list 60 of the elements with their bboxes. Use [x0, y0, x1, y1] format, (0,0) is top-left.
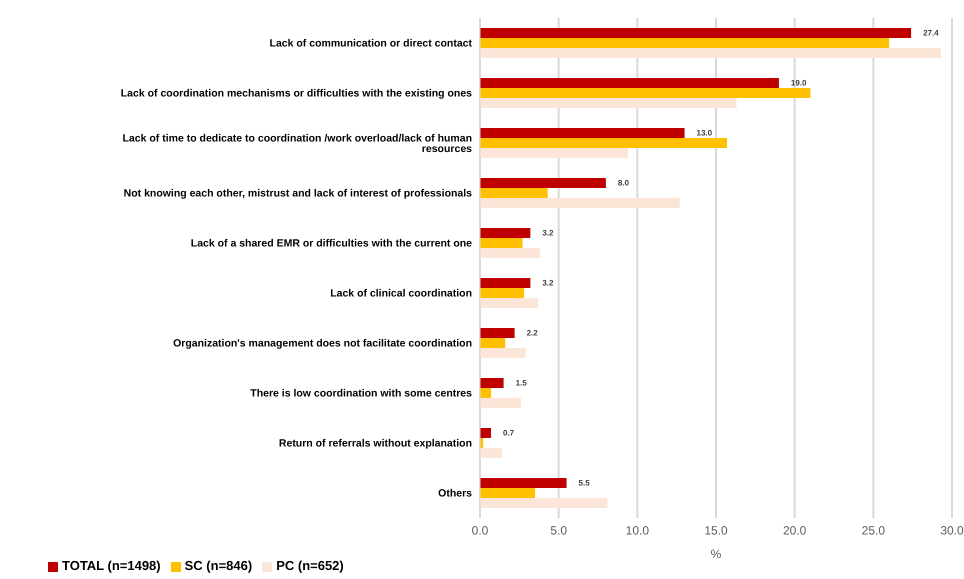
bar — [480, 288, 524, 298]
bar — [480, 448, 502, 458]
data-label: 13.0 — [696, 128, 713, 138]
x-tick-label: 0.0 — [472, 524, 489, 538]
data-label: 19.0 — [790, 78, 808, 88]
bar — [480, 278, 530, 288]
bar — [480, 228, 530, 238]
bar — [480, 188, 548, 198]
x-tick-label: 5.0 — [550, 524, 568, 538]
bar — [480, 88, 810, 98]
y-tick-label: Lack of communication or direct contact — [270, 38, 473, 50]
bar — [480, 498, 608, 508]
data-label: 1.5 — [516, 378, 528, 388]
y-tick-label: Lack of coordination mechanisms or difficulties with the existing ones — [120, 88, 472, 100]
bar — [480, 98, 736, 108]
bar — [480, 478, 567, 488]
bar — [480, 238, 522, 248]
y-tick-label: Organization's management does not facilitate coordination — [173, 338, 472, 350]
bar — [480, 128, 685, 138]
bar — [480, 328, 515, 338]
bar — [480, 338, 506, 348]
legend-label: TOTAL (n=1498) — [62, 558, 161, 573]
bar — [480, 148, 628, 158]
bar — [480, 248, 540, 258]
data-label: 2.2 — [526, 328, 538, 338]
legend-label: SC (n=846) — [184, 558, 252, 573]
x-tick-label: 30.0 — [940, 524, 964, 538]
bar — [480, 378, 504, 388]
y-tick-label: Lack of clinical coordination — [330, 288, 472, 300]
bar — [480, 428, 492, 438]
data-label: 5.5 — [578, 478, 590, 488]
y-tick-label: Return of referrals without explanation — [278, 438, 472, 450]
x-tick-label: 20.0 — [782, 524, 807, 538]
bar — [480, 78, 779, 88]
x-tick-label: 25.0 — [862, 524, 886, 538]
data-label: 3.2 — [542, 228, 554, 238]
legend-label: PC (n=652) — [276, 558, 344, 573]
bar — [480, 38, 890, 48]
bar — [480, 348, 526, 358]
data-label: 27.4 — [923, 28, 940, 38]
bar — [480, 388, 492, 398]
y-tick-label: There is low coordination with some centres — [250, 388, 472, 400]
bar — [480, 138, 728, 148]
y-tick-label: Others — [438, 488, 472, 500]
data-label: 0.7 — [503, 428, 515, 438]
y-tick-label: Lack of a shared EMR or difficulties with the current one — [190, 238, 472, 250]
bar — [480, 178, 606, 188]
bar — [480, 48, 941, 58]
data-label: 3.2 — [542, 278, 554, 288]
y-tick-label: Not knowing each other, mistrust and lack of interest of professionals — [124, 188, 472, 200]
bar — [480, 488, 536, 498]
data-label: 8.0 — [618, 178, 630, 188]
bar — [480, 398, 521, 408]
bar — [480, 198, 680, 208]
bar — [480, 28, 912, 38]
y-tick-label: Lack of time to dedicate to coordination /work overload/lack of human resources — [122, 132, 472, 155]
bar — [480, 298, 538, 308]
x-tick-label: 15.0 — [704, 524, 728, 538]
x-tick-label: 10.0 — [626, 524, 650, 538]
x-axis-title: % — [710, 547, 722, 561]
